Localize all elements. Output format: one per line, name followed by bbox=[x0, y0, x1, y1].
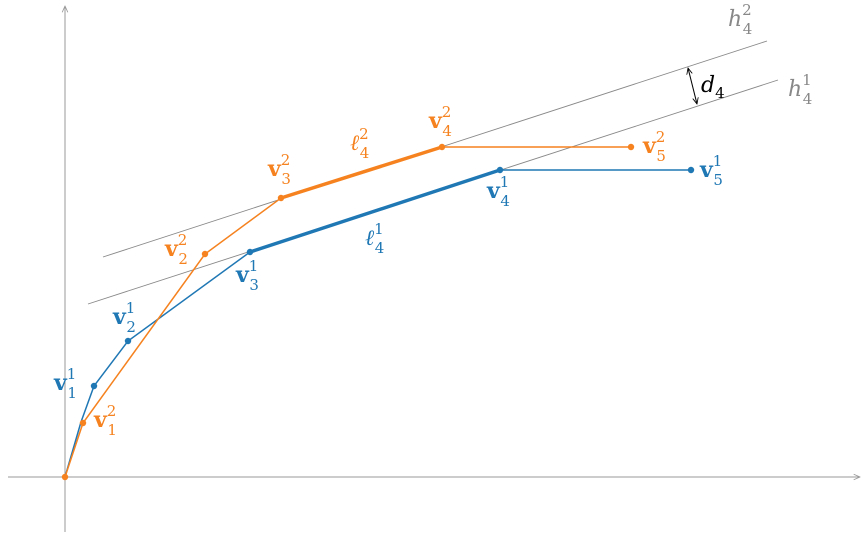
vertex-v1-1 bbox=[90, 382, 98, 390]
segment-l1-4 bbox=[248, 168, 502, 254]
label-v2-5: v2 5 bbox=[642, 128, 666, 165]
vertex-v1-2 bbox=[124, 337, 132, 345]
vertex-v1-5 bbox=[687, 166, 695, 174]
vertex-v2-1 bbox=[79, 419, 87, 427]
label-v1-3: v1 3 bbox=[235, 257, 259, 294]
label-v2-4: v2 4 bbox=[428, 103, 452, 140]
label-v2-2: v2 2 bbox=[164, 231, 188, 268]
label-h2-4: h2 4 bbox=[728, 1, 752, 38]
label-v1-2: v1 2 bbox=[112, 299, 136, 336]
segment-l2-4 bbox=[279, 145, 444, 200]
vertex-v2-2 bbox=[201, 250, 209, 258]
label-v1-1: v1 1 bbox=[53, 365, 77, 402]
vertex-v1-4 bbox=[496, 166, 504, 174]
label-l1-4: ℓ1 4 bbox=[365, 220, 384, 257]
vertex-origin bbox=[61, 473, 69, 481]
vertex-v2-5 bbox=[627, 143, 635, 151]
vertex-v2-4 bbox=[438, 143, 446, 151]
label-v1-4: v1 4 bbox=[486, 173, 510, 210]
label-v1-5: v1 5 bbox=[699, 152, 723, 189]
label-d4: d4 bbox=[701, 73, 725, 102]
vertex-v2-3 bbox=[277, 194, 285, 202]
polyline-1 bbox=[64, 169, 691, 478]
label-l2-4: ℓ2 4 bbox=[350, 125, 369, 162]
polyline-2 bbox=[64, 146, 631, 478]
label-h1-4: h1 4 bbox=[788, 71, 812, 108]
d4-arrow bbox=[688, 68, 697, 104]
vertex-v1-3 bbox=[246, 248, 254, 256]
label-v2-3: v2 3 bbox=[267, 151, 291, 188]
label-v2-1: v2 1 bbox=[93, 402, 117, 439]
